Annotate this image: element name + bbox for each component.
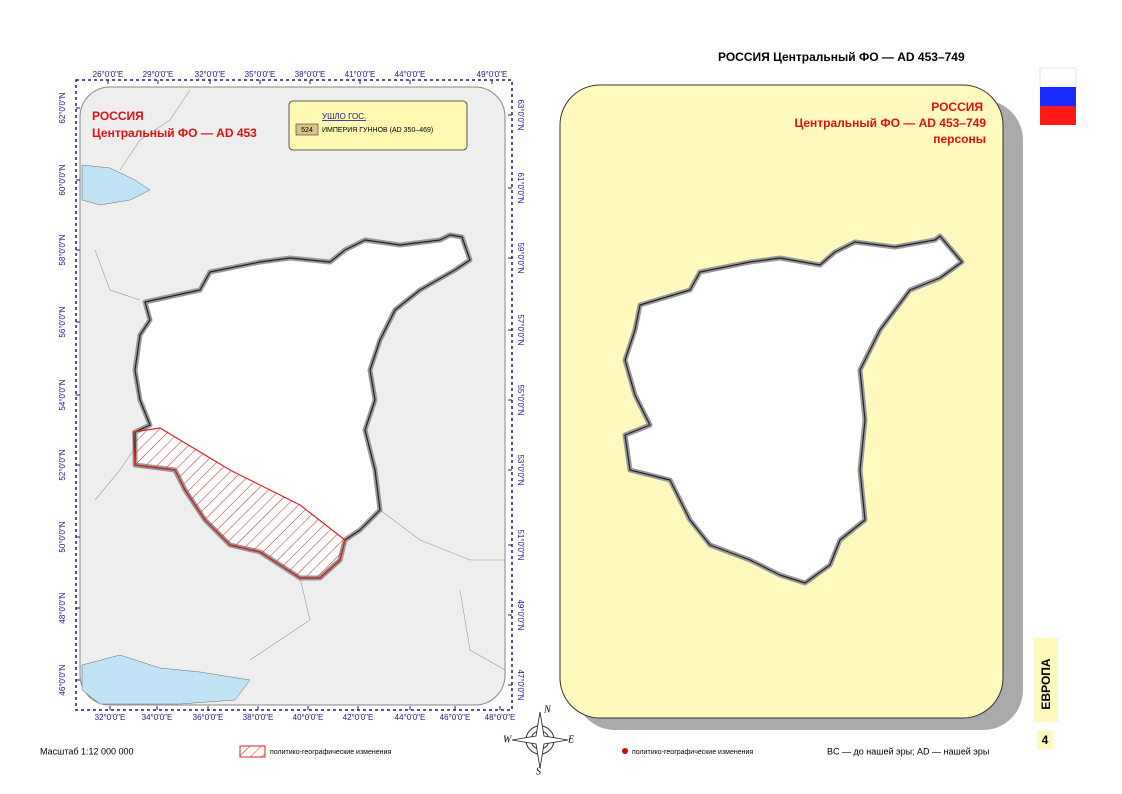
lon-label: 29°0'0"E <box>143 70 174 79</box>
compass: N W E S <box>503 704 574 777</box>
lon-label: 35°0'0"E <box>245 70 276 79</box>
legend-code: 524 <box>301 127 313 134</box>
lat-label: 55°0'0"N <box>516 384 525 415</box>
lat-label: 63°0'0"N <box>516 99 525 130</box>
map-title: РОССИЯ <box>931 100 983 114</box>
page-header: РОССИЯ Центральный ФО — AD 453–749 <box>718 50 965 64</box>
compass-south: S <box>536 766 541 777</box>
lon-label: 49°0'0"E <box>477 70 508 79</box>
flag <box>1039 67 1077 125</box>
scale-label: Масштаб 1:12 000 000 <box>40 746 134 756</box>
lon-label: 32°0'0"E <box>195 70 226 79</box>
page-number-box <box>1037 731 1053 749</box>
coordinate-grid: 26°0'0"E 29°0'0"E 32°0'0"E 35°0'0"E 38°0'0"E… <box>58 70 525 722</box>
lat-label: 53°0'0"N <box>516 454 525 485</box>
lat-label: 57°0'0"N <box>516 314 525 345</box>
right-map: РОССИЯ Центральный ФО — AD 453–749 персо… <box>559 84 1023 730</box>
map-subtitle: персоны <box>933 132 986 146</box>
lat-label: 51°0'0"N <box>516 529 525 560</box>
lat-label: 48°0'0"N <box>58 592 67 623</box>
lat-label: 60°0'0"N <box>58 164 67 195</box>
dot-swatch <box>622 748 628 754</box>
map-subtitle: Центральный ФО — AD 453–749 <box>794 116 986 130</box>
map-legend: УШЛО ГОС. 524 ИМПЕРИЯ ГУННОВ (AD 350–469… <box>288 100 468 151</box>
map-title: РОССИЯ <box>92 109 144 123</box>
compass-east: E <box>567 734 574 745</box>
section-tab <box>1034 638 1058 722</box>
lat-label: 58°0'0"N <box>58 234 67 265</box>
lat-label: 54°0'0"N <box>58 379 67 410</box>
lat-label: 61°0'0"N <box>516 172 525 203</box>
lon-label: 42°0'0"E <box>343 713 374 722</box>
lon-label: 41°0'0"E <box>345 70 376 79</box>
lat-label: 59°0'0"N <box>516 242 525 273</box>
lat-label: 47°0'0"N <box>516 669 525 700</box>
page-number: 4 <box>1042 733 1049 747</box>
legend-dot-label: политико-географические изменения <box>632 749 753 756</box>
legend-hatch-label: политико-географические изменения <box>270 749 391 756</box>
left-map: РОССИЯ Центральный ФО — AD 453 УШЛО ГОС.… <box>58 70 525 722</box>
legend-label: ИМПЕРИЯ ГУННОВ (AD 350–469) <box>322 127 433 134</box>
map-subtitle: Центральный ФО — AD 453 <box>92 126 257 140</box>
lon-label: 48°0'0"E <box>485 713 516 722</box>
lat-label: 56°0'0"N <box>58 306 67 337</box>
lat-label: 49°0'0"N <box>516 599 525 630</box>
section-label: ЕВРОПА <box>1039 658 1053 709</box>
lat-label: 46°0'0"N <box>58 664 67 695</box>
era-note: BC — до нашей эры; AD — нашей эры <box>827 746 989 756</box>
compass-north: N <box>543 704 552 715</box>
lon-label: 46°0'0"E <box>440 713 471 722</box>
compass-west: W <box>503 734 513 745</box>
lon-label: 44°0'0"E <box>395 713 426 722</box>
lon-label: 34°0'0"E <box>142 713 173 722</box>
lon-label: 40°0'0"E <box>293 713 324 722</box>
lon-label: 26°0'0"E <box>93 70 124 79</box>
lon-label: 38°0'0"E <box>243 713 274 722</box>
lon-label: 38°0'0"E <box>295 70 326 79</box>
legend-heading: УШЛО ГОС. <box>322 112 366 121</box>
lat-label: 50°0'0"N <box>58 521 67 552</box>
lon-label: 44°0'0"E <box>395 70 426 79</box>
lat-label: 62°0'0"N <box>58 92 67 123</box>
hatch-swatch <box>239 745 266 758</box>
lon-label: 36°0'0"E <box>193 713 224 722</box>
lon-label: 32°0'0"E <box>95 713 126 722</box>
lat-label: 52°0'0"N <box>58 449 67 480</box>
